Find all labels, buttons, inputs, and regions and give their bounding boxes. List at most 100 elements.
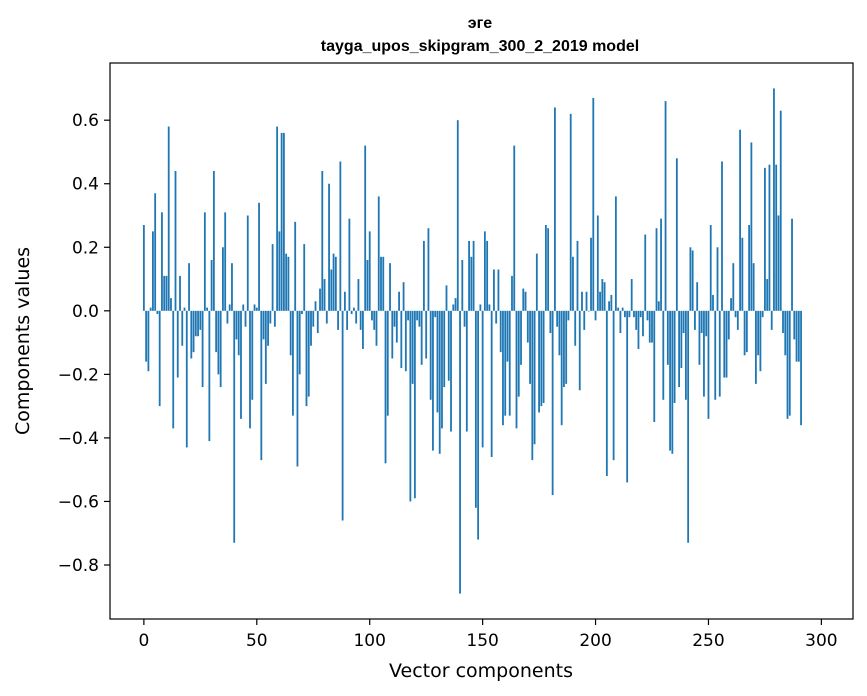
bar: [716, 247, 719, 311]
bar: [544, 225, 547, 311]
bar: [648, 310, 651, 343]
bar: [748, 225, 751, 311]
bar: [267, 310, 269, 346]
bar: [443, 310, 446, 388]
bar: [700, 310, 703, 334]
bar: [572, 256, 574, 311]
bar: [673, 310, 676, 403]
bar: [445, 285, 448, 311]
bar: [210, 259, 213, 311]
bar: [398, 291, 400, 311]
chart-title-line2: tayga_upos_skipgram_300_2_2019 model: [321, 38, 639, 55]
bar: [438, 310, 441, 454]
bar: [709, 225, 712, 311]
bar: [314, 301, 317, 311]
bar: [298, 310, 301, 375]
bar: [264, 310, 267, 384]
bar: [172, 310, 175, 429]
bar: [321, 171, 324, 311]
bar: [800, 310, 802, 426]
bar: [542, 310, 545, 403]
y-axis-ticks: 0.6 0.4 0.2 0.0 −0.2 −0.4 −0.6 −0.8: [58, 111, 110, 576]
bar: [635, 310, 638, 330]
bar: [176, 310, 179, 378]
y-tick-label: −0.4: [58, 429, 99, 449]
bar: [142, 225, 145, 311]
bar: [502, 310, 504, 426]
bar: [447, 310, 450, 381]
bar: [208, 310, 211, 442]
bar: [601, 279, 604, 311]
bar: [305, 310, 308, 407]
bar: [698, 310, 701, 365]
bar: [287, 256, 290, 311]
bar: [703, 310, 705, 397]
bar: [474, 310, 477, 508]
bar: [328, 183, 330, 311]
bar: [490, 310, 493, 457]
bar: [456, 120, 459, 311]
bar: [531, 310, 534, 461]
bar: [517, 310, 520, 397]
bar: [730, 298, 732, 311]
bar: [343, 291, 346, 311]
bar: [413, 310, 416, 499]
bar: [454, 298, 457, 311]
bar: [759, 310, 762, 372]
bar: [682, 310, 685, 334]
bar: [603, 282, 606, 311]
bar: [795, 310, 798, 362]
bar: [761, 310, 764, 318]
bar: [689, 247, 692, 311]
bar: [219, 310, 222, 388]
bar: [515, 310, 518, 429]
bar: [529, 310, 531, 384]
bar: [754, 310, 757, 384]
bar: [481, 310, 484, 448]
bar: [488, 304, 491, 311]
bar: [642, 310, 644, 337]
bar: [581, 291, 583, 311]
bar: [495, 310, 498, 324]
bar: [612, 310, 615, 461]
bar: [784, 310, 787, 356]
bar: [393, 310, 396, 327]
bar: [377, 196, 380, 311]
bar: [400, 310, 403, 369]
bar: [563, 310, 565, 388]
bar: [594, 310, 597, 321]
bar: [565, 310, 568, 384]
bar: [590, 237, 592, 311]
bar: [325, 310, 328, 324]
bar: [174, 171, 177, 311]
bar: [244, 310, 247, 327]
bar: [707, 310, 710, 419]
bar: [199, 310, 202, 330]
bar: [664, 101, 667, 311]
bar: [197, 310, 199, 337]
bar: [316, 310, 319, 334]
bar: [276, 126, 279, 311]
bar: [585, 291, 588, 311]
bar: [271, 244, 274, 311]
bar: [750, 142, 753, 311]
bar: [486, 240, 489, 311]
bar: [508, 310, 511, 416]
bar: [786, 310, 789, 419]
x-tick-label: 300: [805, 631, 837, 651]
bar: [375, 310, 378, 346]
bar: [260, 310, 263, 461]
bar: [188, 263, 190, 311]
bar: [764, 167, 766, 311]
bar: [721, 161, 723, 311]
bar: [553, 107, 556, 311]
bar: [533, 310, 536, 445]
y-tick-label: −0.8: [58, 556, 99, 576]
x-tick-label: 150: [466, 631, 498, 651]
bar: [499, 310, 502, 353]
bar: [687, 310, 690, 543]
bar: [675, 158, 678, 311]
bar: [637, 310, 640, 349]
bar: [739, 129, 741, 311]
